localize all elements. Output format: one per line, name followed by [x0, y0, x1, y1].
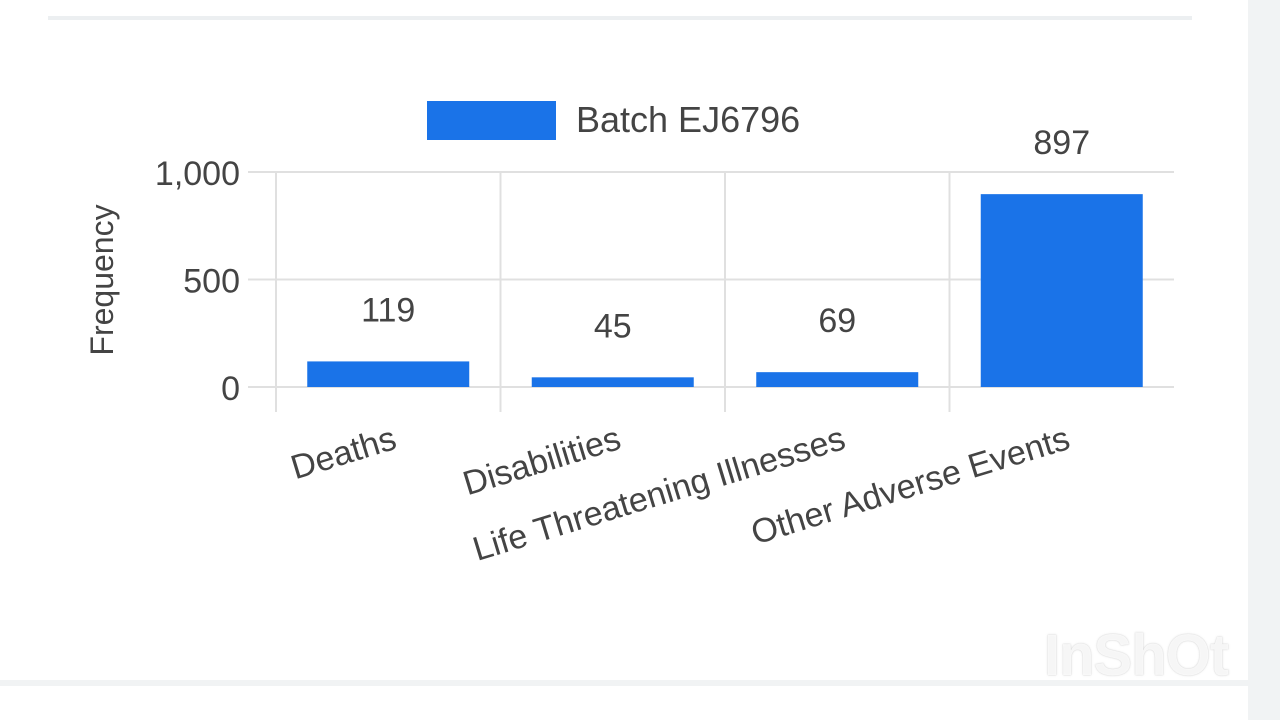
y-tick-label: 1,000 [155, 155, 240, 193]
data-label: 897 [1033, 124, 1090, 162]
bar[interactable] [756, 372, 919, 387]
data-label: 69 [818, 302, 856, 340]
category-label: Deaths [286, 419, 400, 487]
data-label: 119 [361, 291, 415, 329]
bottom-strip [0, 686, 1248, 720]
data-label: 45 [594, 307, 632, 345]
legend-label: Batch EJ6796 [576, 99, 800, 140]
top-divider [48, 16, 1192, 20]
bar[interactable] [980, 194, 1143, 387]
category-label: Disabilities [459, 419, 626, 503]
chart-card: 0 500 1,000 Frequency 119 Deaths 45 Disabilitie… [0, 0, 1248, 680]
category-label: Life Threatening Illnesses [469, 419, 850, 568]
legend-swatch [427, 101, 556, 140]
bar[interactable] [531, 377, 694, 387]
y-axis-title: Frequency [84, 204, 120, 355]
y-tick-label: 0 [221, 370, 240, 408]
inshot-watermark: InShOt [1044, 623, 1229, 688]
bar-chart: 0 500 1,000 Frequency 119 Deaths 45 Disabilitie… [84, 99, 1174, 569]
y-tick-label: 500 [183, 263, 240, 301]
bar[interactable] [307, 361, 470, 387]
